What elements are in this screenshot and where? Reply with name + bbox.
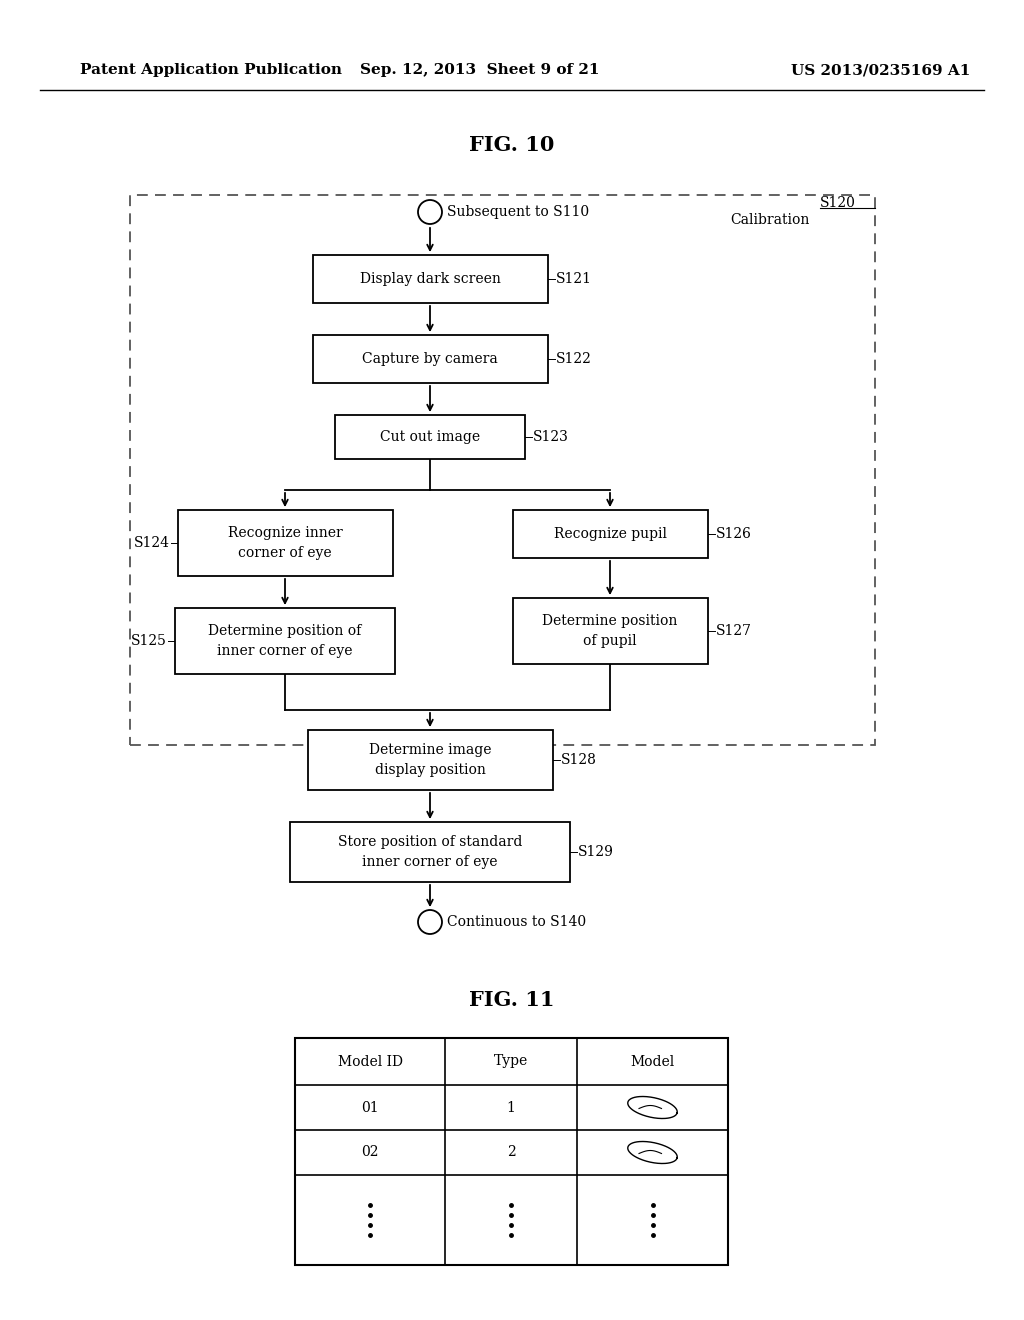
Text: S124: S124 <box>133 536 170 550</box>
Bar <box>312 255 548 304</box>
Text: S128: S128 <box>560 752 596 767</box>
Bar <box>130 195 874 744</box>
Text: S120: S120 <box>820 195 856 210</box>
Text: Calibration: Calibration <box>730 213 809 227</box>
Text: Cut out image: Cut out image <box>380 430 480 444</box>
Text: Capture by camera: Capture by camera <box>362 352 498 366</box>
Text: Patent Application Publication: Patent Application Publication <box>80 63 342 77</box>
Text: FIG. 10: FIG. 10 <box>469 135 555 154</box>
Text: Determine position
of pupil: Determine position of pupil <box>543 614 678 648</box>
Text: Sep. 12, 2013  Sheet 9 of 21: Sep. 12, 2013 Sheet 9 of 21 <box>360 63 600 77</box>
Text: FIG. 11: FIG. 11 <box>469 990 555 1010</box>
Bar <box>290 822 570 882</box>
Text: US 2013/0235169 A1: US 2013/0235169 A1 <box>791 63 970 77</box>
Bar <box>335 414 525 459</box>
Bar <box>512 510 708 558</box>
Bar <box>175 609 395 675</box>
Text: 1: 1 <box>507 1101 515 1114</box>
Text: S125: S125 <box>131 634 167 648</box>
Text: S127: S127 <box>716 624 752 638</box>
Text: S122: S122 <box>555 352 592 366</box>
Text: Recognize inner
corner of eye: Recognize inner corner of eye <box>227 527 342 560</box>
Text: Determine position of
inner corner of eye: Determine position of inner corner of ey… <box>208 624 361 657</box>
Text: Recognize pupil: Recognize pupil <box>554 527 667 541</box>
Text: 02: 02 <box>361 1146 379 1159</box>
Circle shape <box>418 201 442 224</box>
Bar <box>177 510 392 576</box>
Circle shape <box>418 909 442 935</box>
Bar <box>312 335 548 383</box>
Bar <box>512 598 708 664</box>
Text: 2: 2 <box>507 1146 515 1159</box>
Text: Store position of standard
inner corner of eye: Store position of standard inner corner … <box>338 836 522 869</box>
Text: S123: S123 <box>534 430 569 444</box>
Text: Determine image
display position: Determine image display position <box>369 743 492 776</box>
Text: Display dark screen: Display dark screen <box>359 272 501 286</box>
Text: Type: Type <box>494 1055 528 1068</box>
Text: S129: S129 <box>578 845 613 859</box>
Bar <box>295 1038 728 1265</box>
Text: Model ID: Model ID <box>338 1055 402 1068</box>
Bar <box>307 730 553 789</box>
Text: Subsequent to S110: Subsequent to S110 <box>447 205 589 219</box>
Text: Model: Model <box>631 1055 675 1068</box>
Text: S121: S121 <box>555 272 592 286</box>
Text: 01: 01 <box>361 1101 379 1114</box>
Text: Continuous to S140: Continuous to S140 <box>447 915 586 929</box>
Text: S126: S126 <box>716 527 752 541</box>
